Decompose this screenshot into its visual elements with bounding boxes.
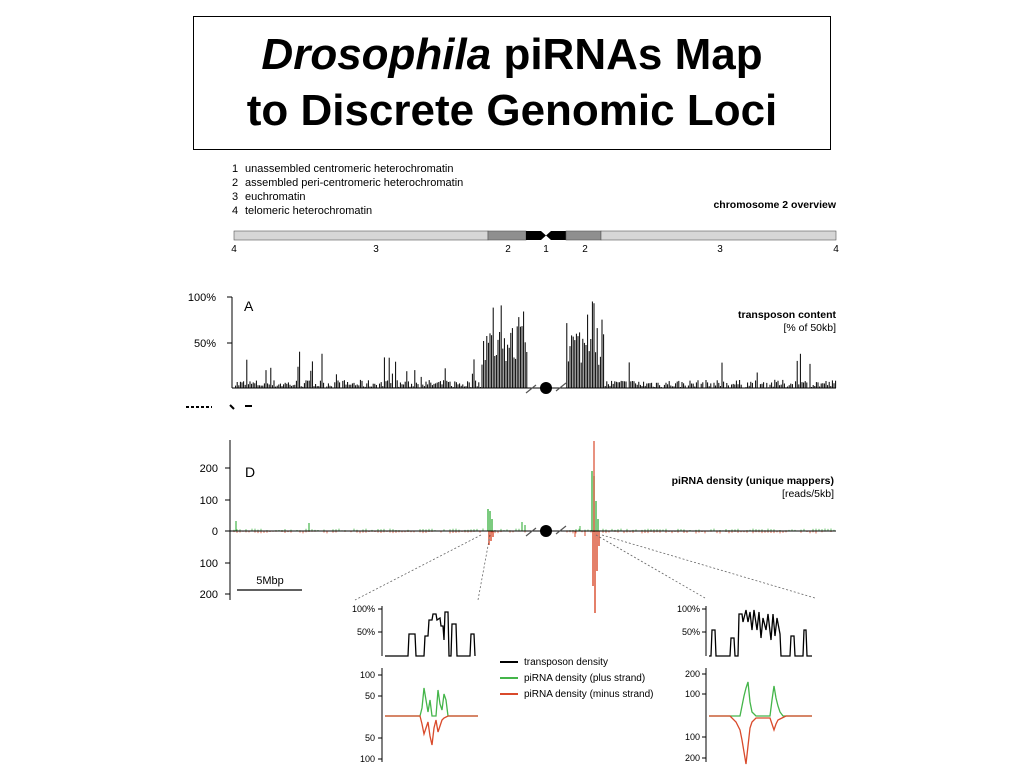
panel-d-traces — [233, 441, 835, 613]
region-1-right — [546, 231, 566, 240]
chromosome-overview-bar — [233, 230, 837, 241]
zoom-left-transposon-line — [385, 611, 476, 657]
zoom-guide-1 — [354, 534, 482, 601]
panel-a-label: transposon content — [738, 309, 837, 321]
zoom-right: 100% 50% 200 100 100 200 — [677, 604, 812, 765]
panel-d-ticks — [225, 467, 230, 595]
zoom-right-top-ytick-50: 50% — [682, 627, 700, 637]
panel-d-label: piRNA density (unique mappers) — [672, 475, 834, 487]
panel-a-units: [% of 50kb] — [783, 322, 836, 334]
overview-label: chromosome 2 overview — [713, 199, 836, 211]
title-italic-word: Drosophila — [261, 30, 492, 79]
region-num-5: 3 — [717, 244, 723, 255]
slide-title-box: Drosophila piRNAs Map to Discrete Genomi… — [193, 16, 831, 150]
zoom-right-bottom-ytick-1: 200 — [685, 669, 700, 679]
zoom-right-bottom-ytick-4: 200 — [685, 753, 700, 763]
panel-d-ytick-neg200: 200 — [200, 589, 218, 601]
legend-label-2: assembled peri-centromeric heterochromat… — [245, 177, 463, 189]
region-num-4: 2 — [582, 244, 588, 255]
zoom-left-bottom-ytick-3: 50 — [365, 733, 375, 743]
legend-text-transposon: transposon density — [524, 657, 608, 668]
zoom-left: 100% 50% 100 50 50 100 — [352, 604, 478, 764]
region-1-left — [526, 231, 546, 240]
legend-num-3: 3 — [232, 191, 238, 203]
legend-label-4: telomeric heterochromatin — [245, 205, 372, 217]
zoom-left-top-ytick-50: 50% — [357, 627, 375, 637]
legend-num-1: 1 — [232, 163, 238, 175]
panel-d-ytick-200: 200 — [200, 463, 218, 475]
region-legend: 1 unassembled centromeric heterochromati… — [232, 163, 463, 217]
zoom-right-transposon-line — [709, 609, 812, 657]
zoom-guide-2 — [477, 534, 491, 601]
panel-d-break-left — [525, 527, 537, 537]
zoom-guide-3 — [595, 534, 706, 599]
zoom-left-minus-line — [385, 715, 478, 746]
cropped-fragment-2 — [229, 404, 235, 410]
panel-d-ytick-neg100: 100 — [200, 558, 218, 570]
panel-a-letter: A — [244, 298, 254, 314]
legend-text-plus: piRNA density (plus strand) — [524, 673, 645, 684]
panel-d-ytick-100: 100 — [200, 495, 218, 507]
line-legend: transposon density piRNA density (plus s… — [500, 657, 654, 700]
slide-title-line1: Drosophila piRNAs Map — [194, 30, 830, 79]
panel-d-break-right — [555, 525, 567, 535]
panel-a-ytick-100: 100% — [188, 292, 216, 304]
zoom-left-top-ytick-100: 100% — [352, 604, 375, 614]
slide-title-line2: to Discrete Genomic Loci — [246, 86, 778, 135]
panel-a-break-left — [525, 384, 537, 394]
panel-a-break-right — [555, 382, 567, 392]
region-num-3: 1 — [543, 244, 549, 255]
region-3-left — [233, 230, 489, 241]
region-3-right — [600, 230, 837, 241]
zoom-left-bottom-ytick-1: 100 — [360, 670, 375, 680]
legend-text-minus: piRNA density (minus strand) — [524, 689, 654, 700]
title-rest: piRNAs Map — [503, 30, 763, 79]
zoom-right-top-ytick-100: 100% — [677, 604, 700, 614]
panel-a: 100% 50% A transposon content [% of 50kb… — [186, 292, 837, 410]
panel-d-ytick-0: 0 — [212, 526, 218, 538]
zoom-left-bottom-ytick-2: 50 — [365, 691, 375, 701]
region-num-2: 2 — [505, 244, 511, 255]
panel-d-centromere — [540, 525, 552, 537]
legend-label-3: euchromatin — [245, 191, 306, 203]
region-number-row: 4 3 2 1 2 3 4 — [231, 244, 839, 255]
region-num-0: 4 — [231, 244, 237, 255]
zoom-right-bottom-ytick-3: 100 — [685, 732, 700, 742]
panel-d: 200 100 0 100 200 D piRNA density (uniqu… — [200, 440, 836, 613]
panel-d-units: [reads/5kb] — [782, 488, 834, 500]
region-num-1: 3 — [373, 244, 379, 255]
zoom-guides — [354, 534, 816, 601]
zoom-left-bottom-ytick-4: 100 — [360, 754, 375, 764]
panel-d-letter: D — [245, 464, 255, 480]
legend-label-1: unassembled centromeric heterochromatin — [245, 163, 454, 175]
panel-a-ytick-50: 50% — [194, 338, 216, 350]
zoom-right-bottom-ytick-2: 100 — [685, 689, 700, 699]
region-num-6: 4 — [833, 244, 839, 255]
legend-num-4: 4 — [232, 205, 238, 217]
panel-a-centromere — [540, 382, 552, 394]
zoom-right-minus-line — [709, 715, 812, 765]
legend-num-2: 2 — [232, 177, 238, 189]
scale-bar-label: 5Mbp — [256, 575, 284, 587]
zoom-right-plus-line — [709, 681, 812, 717]
region-2-right — [565, 230, 602, 241]
zoom-guide-4 — [601, 534, 816, 599]
region-2-left — [487, 230, 527, 241]
zoom-left-plus-line — [385, 687, 478, 717]
